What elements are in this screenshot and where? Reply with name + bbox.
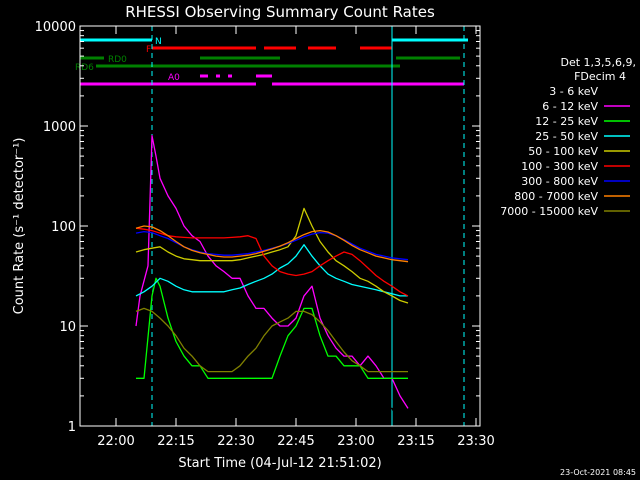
flag-label-rd6: RD6 <box>75 63 94 73</box>
series-line-5 <box>135 227 409 297</box>
legend-label-6: 300 - 800 keV <box>521 175 598 188</box>
series-line-8 <box>135 307 408 373</box>
y-tick-label-2: 100 <box>51 220 76 235</box>
legend-label-8: 7000 - 15000 keV <box>500 205 598 218</box>
series-line-4 <box>135 207 409 304</box>
chart-title: RHESSI Observing Summary Count Rates <box>125 3 435 21</box>
legend-label-4: 50 - 100 keV <box>528 145 598 158</box>
x-tick-label-4: 23:00 <box>337 434 374 449</box>
legend-label-7: 800 - 7000 keV <box>514 190 598 203</box>
x-axis-label: Start Time (04-Jul-12 21:51:02) <box>178 456 381 471</box>
legend-header-line-2: FDecim 4 <box>574 70 626 83</box>
x-tick-label-2: 22:30 <box>217 434 254 449</box>
generated-timestamp: 23-Oct-2021 08:45 <box>560 468 636 477</box>
x-tick-label-1: 22:15 <box>157 434 194 449</box>
legend-label-1: 6 - 12 keV <box>542 100 598 113</box>
legend-label-2: 12 - 25 keV <box>535 115 598 128</box>
legend-label-0: 3 - 6 keV <box>549 85 598 98</box>
flag-label-f: F <box>146 45 151 55</box>
series-line-3 <box>135 244 408 297</box>
y-tick-label-1: 10 <box>59 320 76 335</box>
y-axis-label: Count Rate (s⁻¹ detector⁻¹) <box>12 138 27 315</box>
x-tick-label-3: 22:45 <box>277 434 314 449</box>
x-tick-label-6: 23:30 <box>457 434 494 449</box>
legend-header-line-1: Det 1,3,5,6,9, <box>560 56 636 69</box>
flag-label-a0: A0 <box>168 73 180 83</box>
x-tick-label-5: 23:15 <box>397 434 434 449</box>
series-line-0 <box>135 277 408 427</box>
flag-label-n: N <box>155 37 162 47</box>
legend-label-3: 25 - 50 keV <box>535 130 598 143</box>
y-tick-label-4: 10000 <box>35 20 76 35</box>
legend-label-5: 100 - 300 keV <box>521 160 598 173</box>
series-line-7 <box>135 225 409 263</box>
x-tick-label-0: 22:00 <box>97 434 134 449</box>
y-tick-label-3: 1000 <box>43 120 76 135</box>
series-line-2 <box>136 277 408 379</box>
legend: Det 1,3,5,6,9, FDecim 4 3 - 6 keV 6 - 12 … <box>500 56 636 218</box>
y-tick-label-0: 1 <box>68 420 76 435</box>
flag-label-rd0: RD0 <box>108 55 127 65</box>
